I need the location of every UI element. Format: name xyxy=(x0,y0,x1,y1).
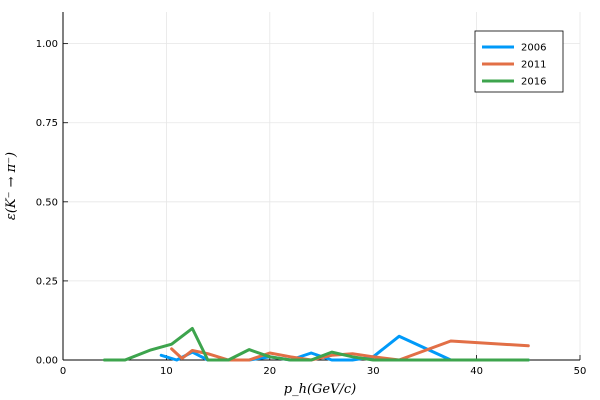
legend-label-2016: 2016 xyxy=(521,77,546,88)
legend-label-2011: 2011 xyxy=(521,60,546,71)
tick-labels: 0 10 20 30 40 50 0.00 0.25 0.50 0.75 1.00 xyxy=(36,39,587,377)
legend-label-2006: 2006 xyxy=(521,43,546,54)
x-tick-label: 0 xyxy=(60,366,66,377)
y-axis-title: ε(K⁻ → π⁻) xyxy=(4,152,19,220)
y-tick-label: 0.25 xyxy=(36,276,58,287)
y-tick-label: 0.50 xyxy=(36,197,58,208)
series-line-2016 xyxy=(102,326,530,362)
x-tick-label: 20 xyxy=(263,366,276,377)
x-tick-label: 10 xyxy=(160,366,173,377)
y-tick-label: 0.75 xyxy=(36,118,58,129)
x-tick-label: 40 xyxy=(470,366,483,377)
y-tick-label: 0.00 xyxy=(36,356,58,367)
legend-box xyxy=(474,30,564,93)
y-tick-label: 1.00 xyxy=(36,39,58,50)
legend: 2006 2011 2016 xyxy=(474,30,564,93)
x-axis-title: p_h(GeV/c) xyxy=(284,382,356,397)
x-tick-label: 50 xyxy=(574,366,587,377)
series-lines xyxy=(102,326,530,362)
x-tick-label: 30 xyxy=(367,366,380,377)
